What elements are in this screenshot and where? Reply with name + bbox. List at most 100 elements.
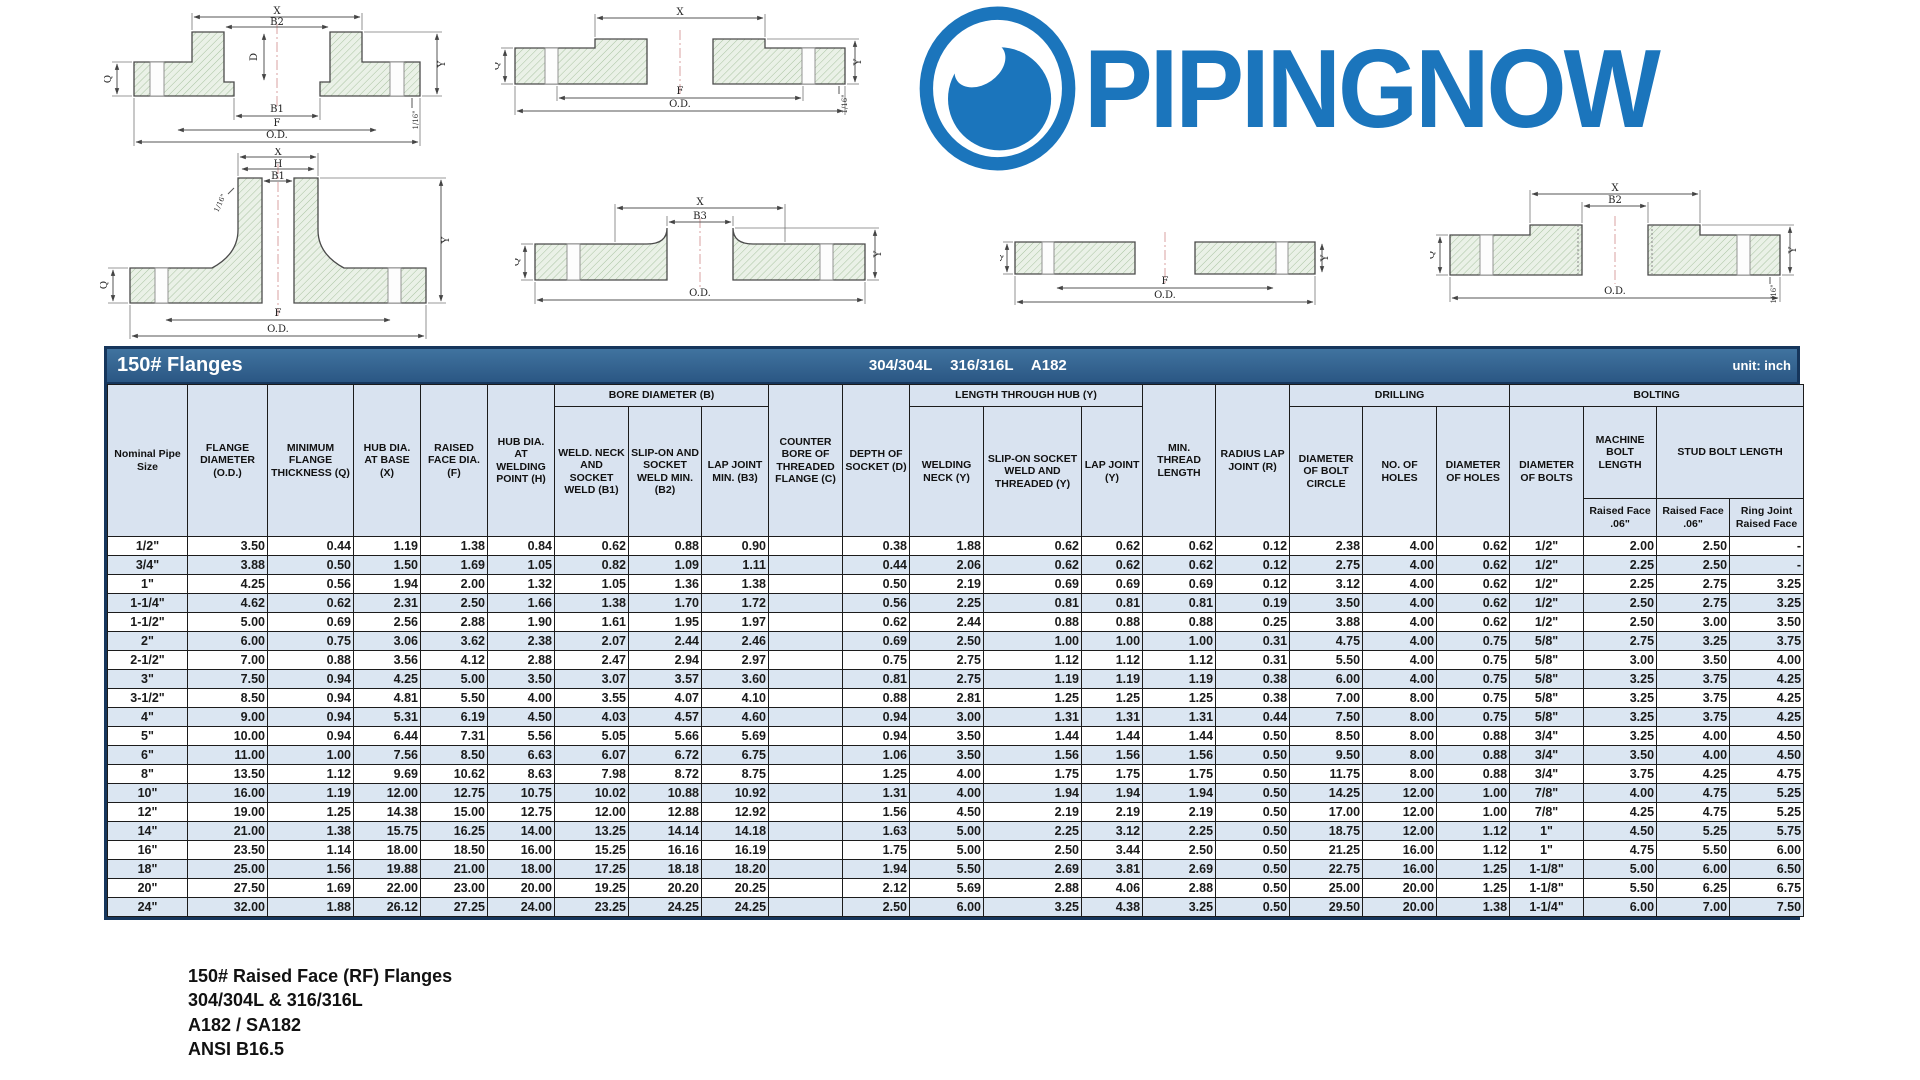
cell: 18.75: [1289, 821, 1364, 841]
cell: 1.00: [1436, 802, 1511, 822]
cell: 0.88: [267, 650, 354, 670]
cell: 3.81: [1081, 859, 1144, 879]
table-row: 10" 16.00 1.19 12.00 12.75 10.75 10.02 10.88 10.…: [107, 783, 1805, 803]
cell: 2.50: [1142, 840, 1217, 860]
cell: 5.50: [909, 859, 985, 879]
cell: 29.50: [1289, 897, 1364, 917]
cell: 22.75: [1289, 859, 1364, 879]
table-row: 4" 9.00 0.94 5.31 6.19 4.50 4.03 4.57 4.60 0.94 3.…: [107, 707, 1805, 727]
cell: 2.75: [1583, 631, 1658, 651]
table-title: 150# Flanges: [117, 354, 243, 376]
cell: 4.00: [909, 783, 985, 803]
cell: 3.75: [1656, 669, 1731, 689]
cell: 0.84: [487, 536, 555, 556]
cell: 16.16: [628, 840, 702, 860]
cell: 4.00: [1583, 783, 1658, 803]
cell: 1.32: [487, 574, 555, 594]
cell: 3.25: [983, 897, 1083, 917]
cell: 0.62: [1436, 612, 1511, 632]
col-header-lap-joint-y: LAP JOINT (Y): [1081, 406, 1144, 537]
cell: 3.25: [1583, 707, 1658, 727]
cell: 0.81: [1081, 593, 1144, 613]
cell: 10.88: [628, 783, 702, 803]
dim-label: X: [1611, 183, 1619, 194]
cell: 4.81: [353, 688, 421, 708]
cell: 3.00: [1583, 650, 1658, 670]
cell: 7.31: [420, 726, 488, 746]
cell: 3.00: [909, 707, 985, 727]
cell: 1.90: [487, 612, 555, 632]
cell: 1.75: [842, 840, 911, 860]
cell: 0.88: [983, 612, 1083, 632]
cell: 5.66: [628, 726, 702, 746]
cell: 4.00: [1362, 536, 1438, 556]
cell: 2.88: [420, 612, 488, 632]
cell: 0.94: [842, 726, 911, 746]
cell: 3.50: [187, 536, 268, 556]
cell: 4.00: [1729, 650, 1805, 670]
cell: 0.56: [842, 593, 911, 613]
dim-label: X: [273, 6, 281, 17]
cell: 2.50: [842, 897, 911, 917]
cell: 0.75: [1436, 707, 1511, 727]
cell: 8.72: [628, 764, 702, 784]
cell: 3.88: [1289, 612, 1364, 632]
cell: 0.44: [1215, 707, 1291, 727]
cell: 5.00: [1583, 859, 1658, 879]
cell: 3.57: [628, 669, 702, 689]
cell: 1/2": [1509, 555, 1585, 575]
table-row: 3" 7.50 0.94 4.25 5.00 3.50 3.07 3.57 3.60 0.81 2.…: [107, 669, 1805, 689]
cell: 0.50: [842, 574, 911, 594]
cell: 5.75: [1729, 821, 1805, 841]
footer-line: 304/304L & 316/316L: [188, 990, 363, 1011]
cell: 2.38: [487, 631, 555, 651]
cell: 5.50: [1583, 878, 1658, 898]
cell: 1": [107, 574, 188, 594]
cell: 6": [107, 745, 188, 765]
cell: 3/4": [1509, 745, 1585, 765]
table-row: 18" 25.00 1.56 19.88 21.00 18.00 17.25 18.18 18.…: [107, 859, 1805, 879]
cell: 7.00: [187, 650, 268, 670]
cell: 0.25: [1215, 612, 1291, 632]
cell: 1.56: [1142, 745, 1217, 765]
cell: 0.88: [1436, 726, 1511, 746]
col-header-bore-b1: WELD. NECK AND SOCKET WELD (B1): [554, 406, 629, 537]
pipingnow-logo: PIPINGNOW: [915, 6, 1661, 171]
cell: 1.75: [1142, 764, 1217, 784]
cell: 2.44: [909, 612, 985, 632]
cell: 1.66: [487, 593, 555, 613]
cell: 1.88: [909, 536, 985, 556]
cell: 0.62: [1436, 574, 1511, 594]
dim-label: 1/16": [841, 95, 849, 114]
cell: 2.47: [554, 650, 629, 670]
cell: 2.00: [420, 574, 488, 594]
cell: 0.38: [842, 536, 911, 556]
cell: 5/8": [1509, 650, 1585, 670]
cell: 17.25: [554, 859, 629, 879]
cell: 1.94: [983, 783, 1083, 803]
cell: 4.25: [1729, 707, 1805, 727]
table-row: 16" 23.50 1.14 18.00 18.50 16.00 15.25 16.16 16.…: [107, 840, 1805, 860]
cell: 1": [1509, 840, 1585, 860]
cell: 1-1/4": [107, 593, 188, 613]
cell: 14": [107, 821, 188, 841]
cell: 2.19: [1081, 802, 1144, 822]
cell: 4.00: [1362, 555, 1438, 575]
cell: 1.12: [1436, 821, 1511, 841]
dim-label: Y: [853, 58, 864, 66]
cell: 2-1/2": [107, 650, 188, 670]
cell: 0.38: [1215, 669, 1291, 689]
cell: 18": [107, 859, 188, 879]
cell: [768, 745, 844, 765]
cell: 25.00: [187, 859, 268, 879]
cell: 1.38: [267, 821, 354, 841]
cell: 2.31: [353, 593, 421, 613]
cell: 8.50: [420, 745, 488, 765]
dim-label: X: [696, 197, 704, 208]
cell: [768, 650, 844, 670]
col-header-dia-of-bolts: DIAMETER OF BOLTS: [1509, 406, 1585, 537]
cell: 4.00: [1362, 650, 1438, 670]
cell: 0.62: [1081, 536, 1144, 556]
cell: 2.07: [554, 631, 629, 651]
cell: 18.00: [353, 840, 421, 860]
